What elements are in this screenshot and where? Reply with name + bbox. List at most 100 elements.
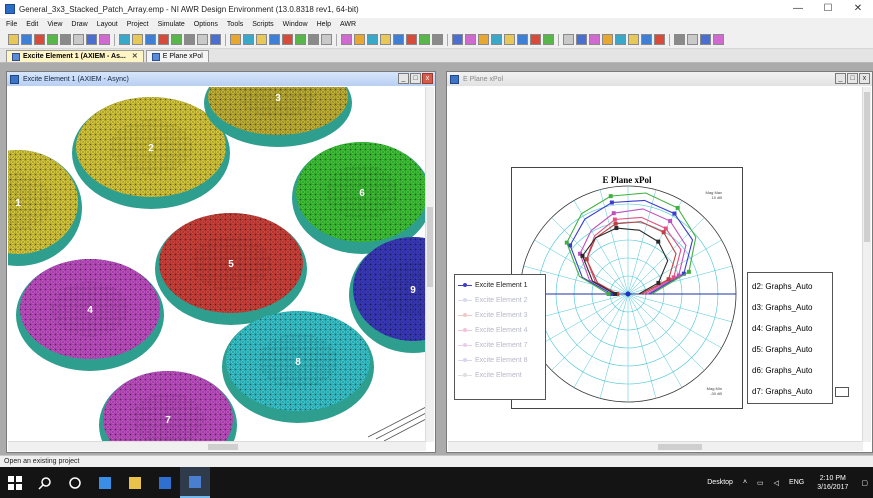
tab-close-icon[interactable]: ✕	[131, 52, 138, 60]
patch-array-render[interactable]: 1 2 3 4 5 6 7 8 9	[8, 87, 426, 442]
toolbar-button[interactable]	[602, 34, 613, 45]
legend-entry[interactable]: Excite Element	[458, 368, 542, 383]
menu-window[interactable]: Window	[282, 21, 308, 28]
toolbar-button[interactable]	[60, 34, 71, 45]
toolbar-button[interactable]	[478, 34, 489, 45]
patch-element[interactable]: 2	[72, 97, 230, 209]
graph-legend-entry[interactable]: d2: Graphs_Auto	[752, 282, 813, 291]
legend-entry[interactable]: Excite Element 8	[458, 353, 542, 368]
child-maximize-button[interactable]: □	[410, 73, 421, 84]
legend-entry[interactable]: Excite Element 4	[458, 323, 542, 338]
toolbar-button[interactable]	[321, 34, 332, 45]
legend-entry[interactable]: Excite Element 2	[458, 293, 542, 308]
scroll-thumb[interactable]	[208, 444, 238, 450]
toolbar-button[interactable]	[132, 34, 143, 45]
polar-chart-svg[interactable]	[512, 168, 744, 410]
toolbar-button[interactable]	[432, 34, 443, 45]
patch-element[interactable]: 6	[292, 142, 426, 254]
child-title-bar[interactable]: Excite Element 1 (AXIEM - Async) _ □ x	[7, 72, 435, 86]
toolbar-button[interactable]	[517, 34, 528, 45]
horizontal-scrollbar[interactable]	[448, 441, 863, 451]
edge-button[interactable]	[90, 467, 120, 498]
toolbar-button[interactable]	[465, 34, 476, 45]
menu-awr[interactable]: AWR	[339, 21, 357, 28]
file-explorer-button[interactable]	[120, 467, 150, 498]
toolbar-button[interactable]	[452, 34, 463, 45]
child-title-bar[interactable]: E Plane xPol _ □ x	[447, 72, 872, 86]
toolbar-button[interactable]	[589, 34, 600, 45]
toolbar-button[interactable]	[641, 34, 652, 45]
volume-icon[interactable]: ◁	[773, 479, 780, 487]
menu-file[interactable]: File	[6, 21, 18, 28]
child-close-button[interactable]: x	[422, 73, 433, 84]
vertical-scrollbar[interactable]	[425, 87, 434, 442]
toolbar-button[interactable]	[308, 34, 319, 45]
menu-view[interactable]: View	[47, 21, 63, 28]
toolbar-button[interactable]	[21, 34, 32, 45]
toolbar-button[interactable]	[99, 34, 110, 45]
menu-draw[interactable]: Draw	[71, 21, 88, 28]
legend-entry[interactable]: Excite Element 7	[458, 338, 542, 353]
horizontal-scrollbar[interactable]	[8, 441, 426, 451]
toolbar-button[interactable]	[295, 34, 306, 45]
graph-legend-entry[interactable]: d7: Graphs_Auto	[752, 387, 813, 396]
tab-excite-element-1[interactable]: Excite Element 1 (AXIEM - As... ✕	[6, 50, 144, 62]
patch-element[interactable]: 4	[16, 259, 164, 371]
minimize-button[interactable]: —	[793, 3, 803, 14]
menu-options[interactable]: Options	[193, 21, 218, 28]
menu-scripts[interactable]: Scripts	[252, 21, 274, 28]
awr-taskbar-button[interactable]	[180, 467, 210, 498]
toolbar-button[interactable]	[406, 34, 417, 45]
toolbar-button[interactable]	[184, 34, 195, 45]
patch-element[interactable]: 8	[222, 311, 374, 423]
toolbar-button[interactable]	[419, 34, 430, 45]
task-view-button[interactable]	[60, 467, 90, 498]
tab-e-plane-xpol[interactable]: E Plane xPol	[145, 50, 209, 62]
patch-element[interactable]: 9	[349, 237, 426, 353]
toolbar-button[interactable]	[145, 34, 156, 45]
clock[interactable]: 2:10 PM 3/16/2017	[817, 474, 848, 492]
graph-legend-entry[interactable]: d4: Graphs_Auto	[752, 324, 813, 333]
toolbar-button[interactable]	[654, 34, 665, 45]
menu-help[interactable]: Help	[316, 21, 331, 28]
menu-layout[interactable]: Layout	[96, 21, 118, 28]
start-button[interactable]	[0, 467, 30, 498]
graph-legend-entry[interactable]: d3: Graphs_Auto	[752, 303, 813, 312]
patch-element[interactable]: 5	[155, 213, 307, 325]
child-maximize-button[interactable]: □	[847, 73, 858, 84]
network-icon[interactable]: ▭	[757, 479, 764, 487]
toolbar-button[interactable]	[47, 34, 58, 45]
close-button[interactable]: ✕	[853, 3, 863, 14]
desktop-toolbar[interactable]: Desktop	[707, 479, 733, 486]
toolbar-button[interactable]	[341, 34, 352, 45]
chevron-up-icon[interactable]: ˄	[742, 479, 748, 486]
toolbar-button[interactable]	[393, 34, 404, 45]
patch-element[interactable]: 7	[99, 371, 237, 442]
toolbar-button[interactable]	[34, 34, 45, 45]
menu-simulate[interactable]: Simulate	[157, 21, 185, 28]
child-minimize-button[interactable]: _	[398, 73, 409, 84]
patch-element[interactable]: 1	[8, 150, 82, 266]
legend-entry[interactable]: Excite Element 1	[458, 278, 542, 293]
3d-canvas[interactable]: 1 2 3 4 5 6 7 8 9	[8, 87, 426, 442]
toolbar-button[interactable]	[576, 34, 587, 45]
toolbar-button[interactable]	[119, 34, 130, 45]
toolbar-button[interactable]	[543, 34, 554, 45]
scroll-thumb[interactable]	[864, 92, 870, 242]
toolbar-button[interactable]	[230, 34, 241, 45]
toolbar-button[interactable]	[269, 34, 280, 45]
graph-legend[interactable]: d2: Graphs_Auto d3: Graphs_Auto d4: Graphs…	[747, 272, 833, 404]
toolbar-button[interactable]	[210, 34, 221, 45]
toolbar-button[interactable]	[504, 34, 515, 45]
toolbar-button[interactable]	[86, 34, 97, 45]
notifications-icon[interactable]: ▢	[861, 479, 868, 487]
graph-area[interactable]: E Plane xPol Mag Max 10 dB Mag Min -30 dB …	[448, 87, 863, 442]
toolbar-button[interactable]	[713, 34, 724, 45]
toolbar-button[interactable]	[700, 34, 711, 45]
toolbar-button[interactable]	[354, 34, 365, 45]
toolbar-button[interactable]	[73, 34, 84, 45]
patch-element[interactable]: 3	[204, 87, 352, 147]
menu-tools[interactable]: Tools	[226, 21, 244, 28]
toolbar-button[interactable]	[171, 34, 182, 45]
child-close-button[interactable]: x	[859, 73, 870, 84]
